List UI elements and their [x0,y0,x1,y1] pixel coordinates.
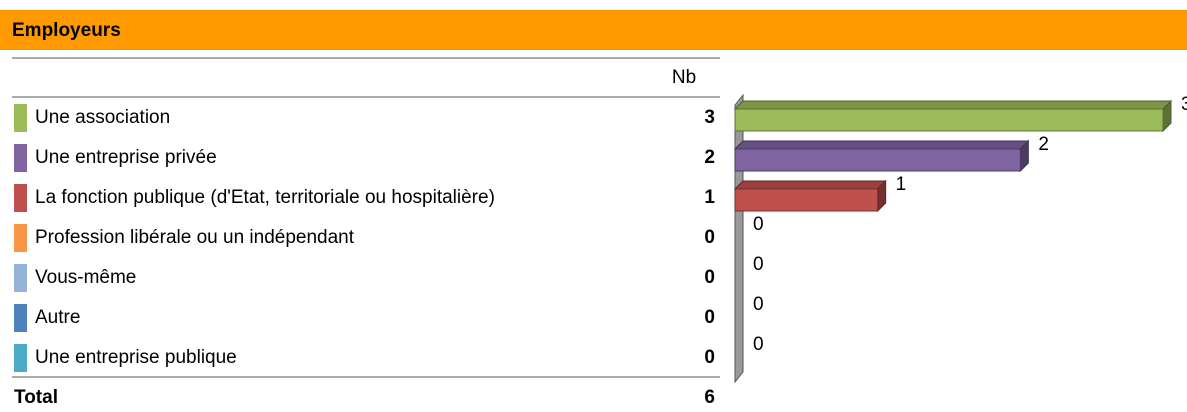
bar [733,139,1030,173]
color-swatch [14,264,27,292]
color-swatch [14,104,27,132]
value-label: 3 [1181,94,1187,115]
value-label: 2 [1038,134,1049,155]
table-value: 0 [704,267,715,288]
table-value: 1 [704,187,715,208]
total-label: Total [14,387,58,408]
category-label: La fonction publique (d'Etat, territoria… [35,187,495,208]
bar [733,179,887,213]
bar [733,99,1173,133]
category-label: Une entreprise publique [35,347,237,368]
header-bar [0,10,1187,50]
category-label: Une association [35,107,170,128]
color-swatch [14,184,27,212]
color-swatch [14,144,27,172]
category-label: Une entreprise privée [35,147,217,168]
table-value: 0 [704,307,715,328]
table-value: 0 [704,227,715,248]
value-label: 0 [753,334,764,355]
table-value: 0 [704,347,715,368]
color-swatch [14,224,27,252]
category-label: Profession libérale ou un indépendant [35,227,355,248]
category-label: Vous-même [35,267,136,288]
axis-wall [734,93,744,384]
table-value: 2 [704,147,715,168]
total-value: 6 [704,387,715,408]
category-label: Autre [35,307,80,328]
value-label: 0 [753,214,764,235]
value-label: 0 [753,254,764,275]
chart-title: Employeurs [12,20,121,41]
column-header: Nb [672,67,696,88]
color-swatch [14,344,27,372]
color-swatch [14,304,27,332]
value-label: 1 [896,174,907,195]
table-value: 3 [704,107,715,128]
value-label: 0 [753,294,764,315]
